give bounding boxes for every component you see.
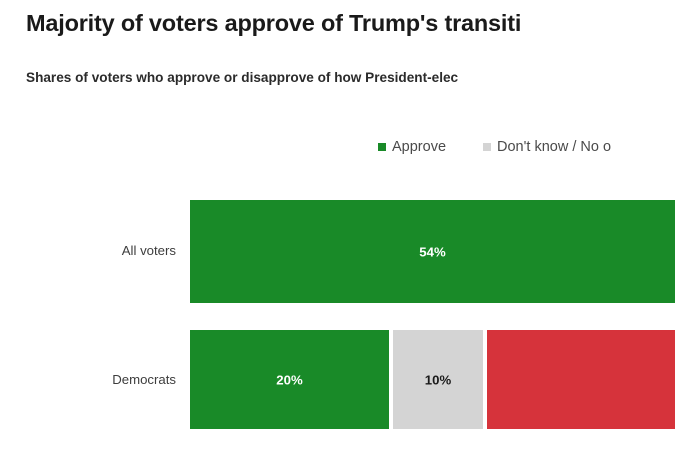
bar-segment[interactable]: 20%: [190, 330, 389, 429]
bar-segment[interactable]: 54%: [190, 200, 675, 303]
bar-segment[interactable]: 10%: [393, 330, 483, 429]
legend-item[interactable]: Approve: [378, 139, 446, 155]
category-axis-label: Democrats: [112, 372, 176, 387]
legend-item[interactable]: Don't know / No o: [483, 139, 611, 155]
bar-value-label: 10%: [424, 372, 452, 387]
bar-segment-gap: [389, 330, 393, 429]
chart-title: Majority of voters approve of Trump's tr…: [26, 10, 522, 36]
bar-segment-gap: [483, 330, 487, 429]
bar-value-label: 20%: [276, 372, 303, 387]
bar-row: Democrats 20% 10%: [0, 330, 675, 429]
chart-legend: Approve Don't know / No o: [378, 136, 648, 158]
bar-value-label: 54%: [419, 244, 446, 259]
bar-segment[interactable]: [487, 330, 675, 429]
legend-item-label: Approve: [392, 139, 447, 155]
square-marker-icon: [483, 143, 492, 151]
bar-track: 54%: [190, 200, 675, 303]
square-marker-icon: [378, 143, 386, 151]
bar-row: All voters 54%: [0, 200, 675, 303]
category-axis-label: All voters: [121, 243, 176, 258]
legend-item-label: Don't know / No o: [497, 139, 612, 155]
chart-subtitle: Shares of voters who approve or disappro…: [26, 70, 459, 85]
bar-track: 20% 10%: [190, 330, 675, 429]
